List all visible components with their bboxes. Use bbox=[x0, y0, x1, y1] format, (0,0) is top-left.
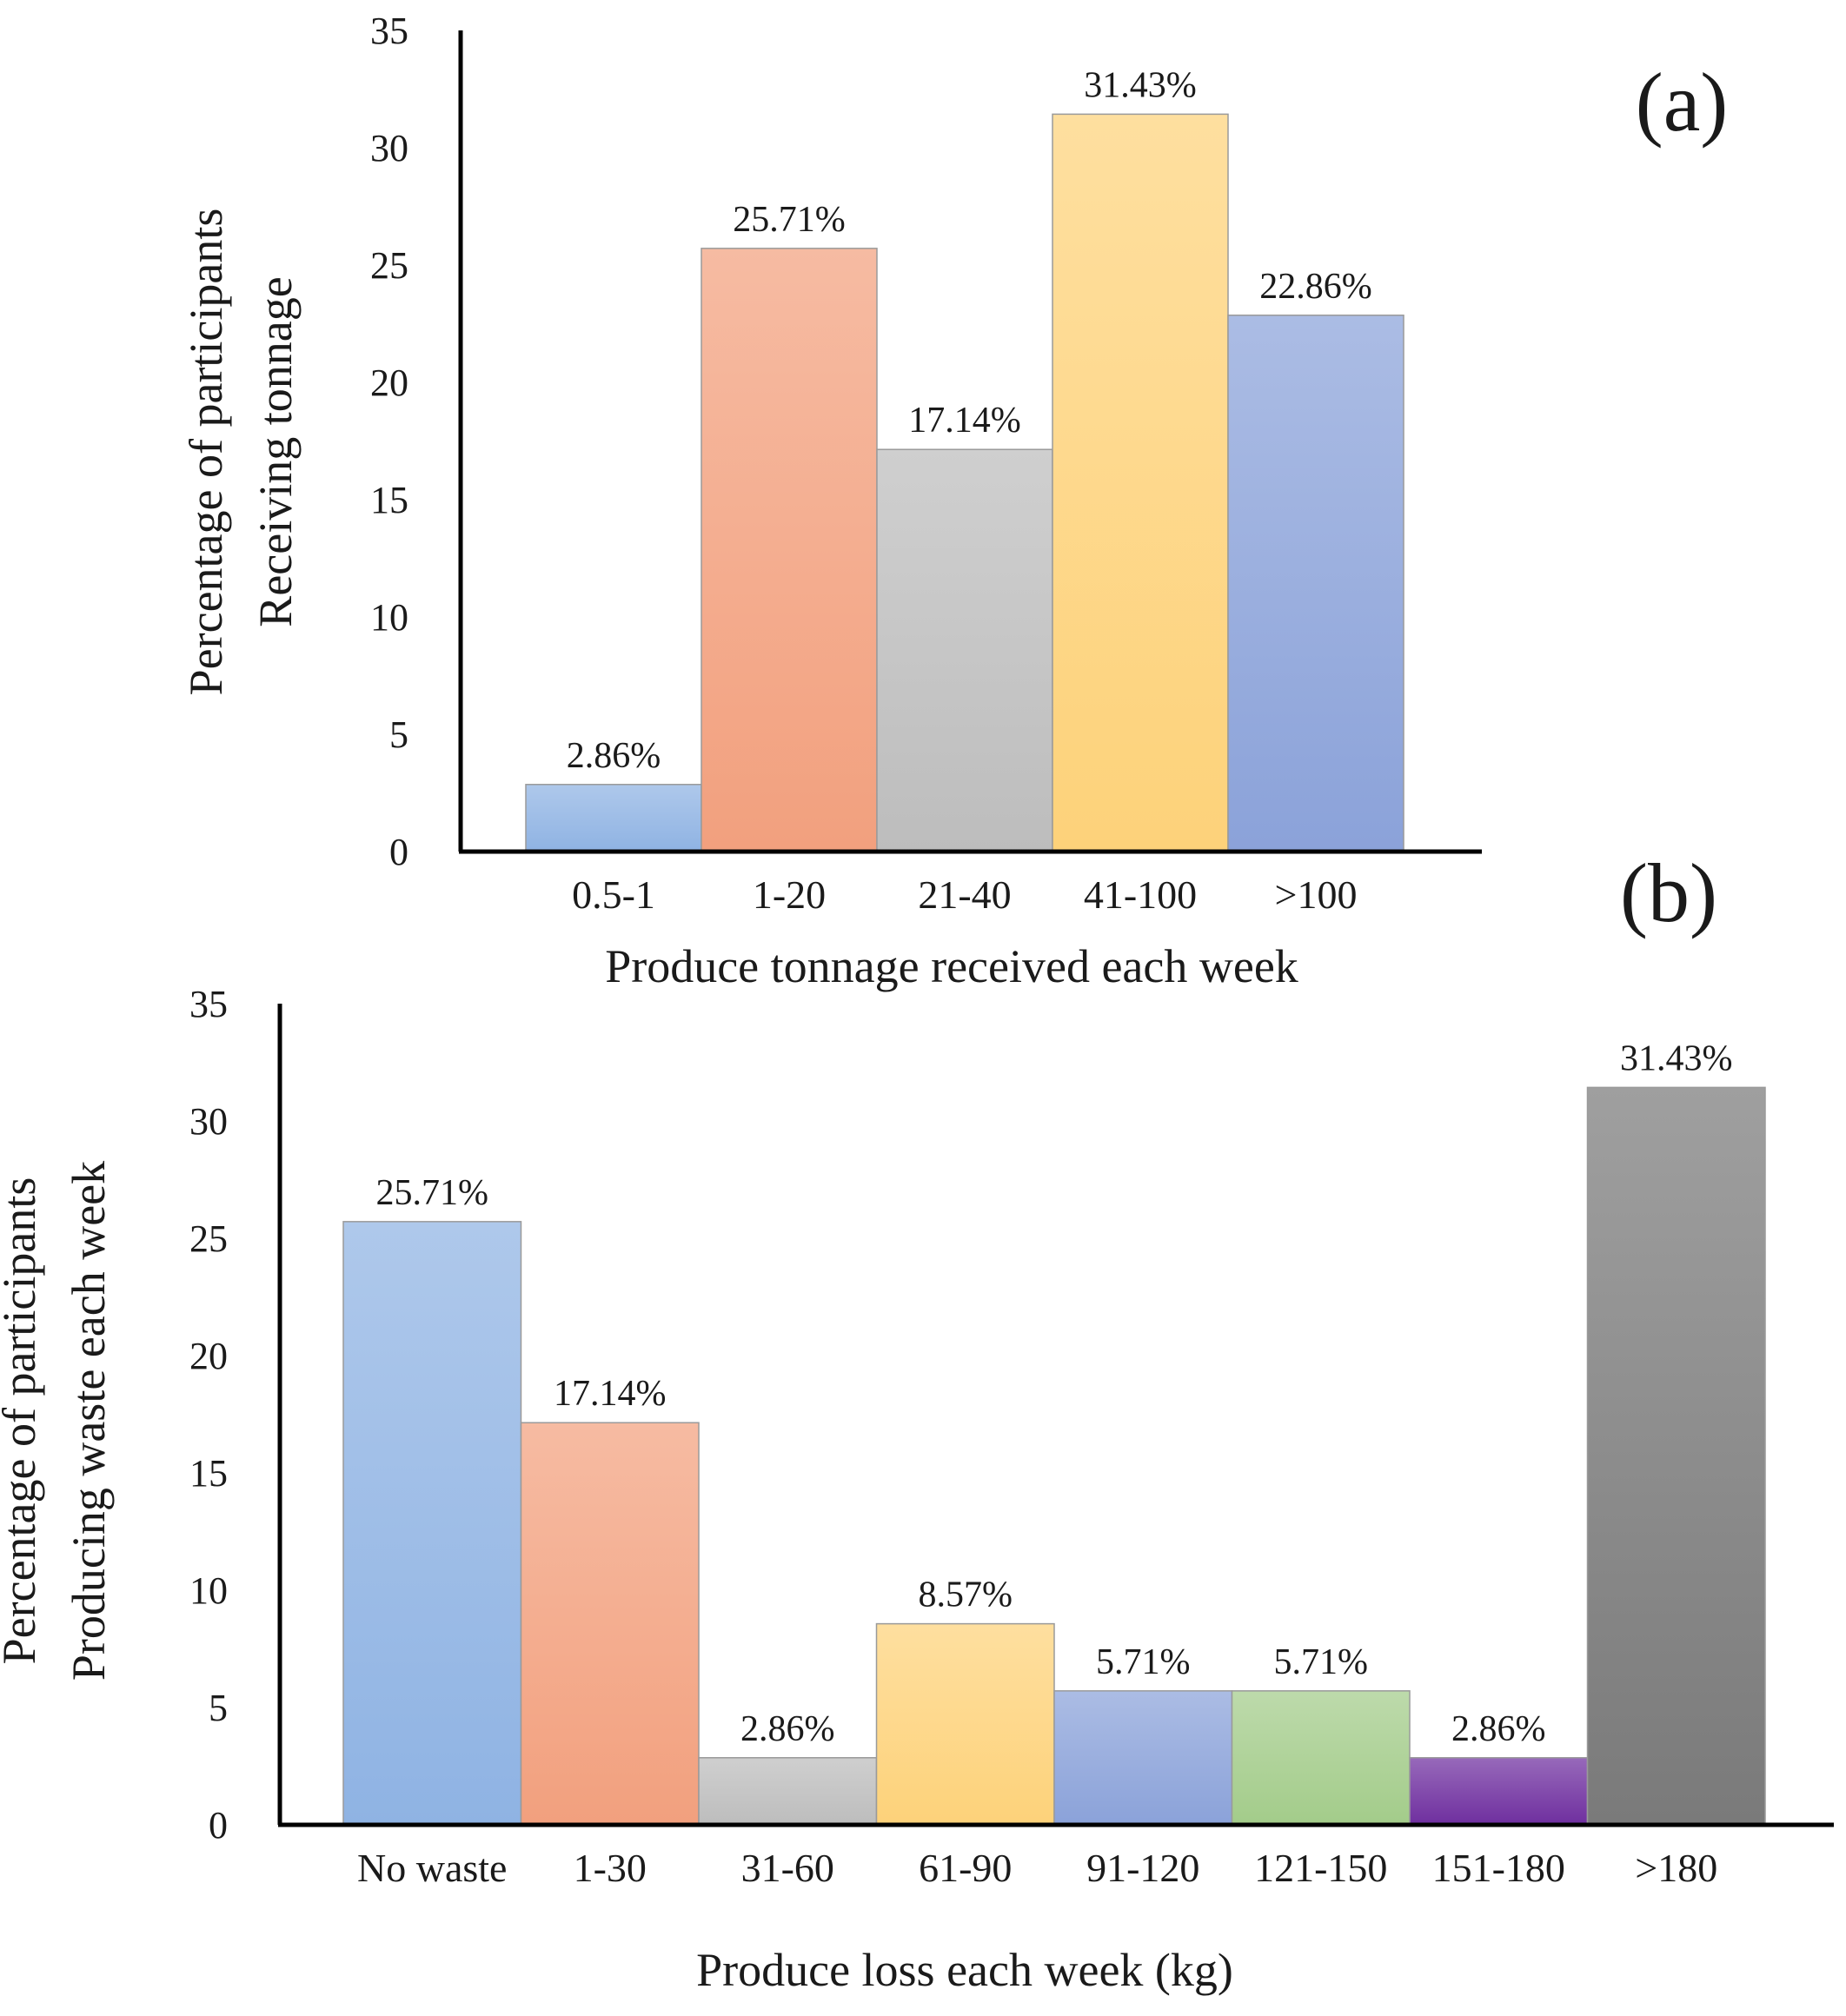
chart-b: 0 5 10 15 20 25 30 35 25.71% No waste 17.14% 1-30 2.… bbox=[0, 846, 1834, 1996]
chart-b-ytick-label: 10 bbox=[189, 1569, 228, 1612]
chart-a-ytick-label: 5 bbox=[389, 713, 408, 756]
chart-b-category-label: 121-150 bbox=[1254, 1846, 1387, 1890]
chart-a-data-label: 25.71% bbox=[733, 200, 846, 240]
chart-a-data-label: 17.14% bbox=[908, 401, 1021, 441]
chart-b-ytick-label: 20 bbox=[189, 1335, 228, 1377]
chart-b-ytick-label: 15 bbox=[189, 1452, 228, 1495]
chart-b-bar bbox=[520, 1422, 700, 1826]
chart-b-data-label: 2.86% bbox=[740, 1709, 835, 1749]
chart-a-data-label: 22.86% bbox=[1259, 267, 1372, 307]
chart-b-category-label: No waste bbox=[357, 1846, 507, 1890]
chart-a-ytick-label: 15 bbox=[370, 479, 408, 521]
chart-b-bar bbox=[875, 1622, 1055, 1826]
chart-a-bar bbox=[525, 784, 702, 852]
chart-b-bar bbox=[342, 1221, 522, 1826]
chart-b-bar bbox=[1409, 1757, 1589, 1826]
chart-b-data-label: 5.71% bbox=[1096, 1642, 1191, 1682]
chart-a-category-label: >100 bbox=[1275, 872, 1358, 917]
chart-a-category-label: 41-100 bbox=[1084, 872, 1197, 917]
chart-b-bar bbox=[1053, 1690, 1233, 1826]
chart-a-category-label: 21-40 bbox=[918, 872, 1011, 917]
chart-b-category-label: 31-60 bbox=[741, 1846, 834, 1890]
chart-a: 0 5 10 15 20 25 30 35 2.86% 0.5-1 25.71% 1-20 17.14%… bbox=[180, 10, 1728, 992]
chart-a-panel-label: (a) bbox=[1636, 56, 1729, 149]
chart-b-x-axis-title: Produce loss each week (kg) bbox=[696, 1944, 1233, 1996]
chart-a-ytick-label: 35 bbox=[370, 10, 408, 52]
chart-a-bar bbox=[1052, 113, 1229, 852]
chart-a-y-axis-title: Percentage of participants bbox=[180, 209, 232, 696]
chart-b-data-label: 2.86% bbox=[1451, 1709, 1546, 1749]
chart-b-bar bbox=[698, 1757, 878, 1826]
chart-a-category-label: 0.5-1 bbox=[572, 872, 655, 917]
chart-b-data-label: 5.71% bbox=[1274, 1642, 1369, 1682]
chart-a-data-label: 2.86% bbox=[567, 736, 661, 776]
chart-b-ytick-label: 5 bbox=[209, 1687, 228, 1729]
chart-b-bar bbox=[1231, 1690, 1411, 1826]
chart-b-ytick-label: 25 bbox=[189, 1217, 228, 1260]
chart-b-data-label: 25.71% bbox=[376, 1173, 489, 1213]
chart-a-category-label: 1-20 bbox=[753, 872, 826, 917]
chart-b-panel-label: (b) bbox=[1620, 846, 1717, 939]
chart-b-category-label: 1-30 bbox=[574, 1846, 647, 1890]
chart-a-y-axis-title: Receiving tonnage bbox=[249, 276, 302, 627]
chart-a-bar bbox=[876, 448, 1053, 852]
chart-a-x-axis-title: Produce tonnage received each week bbox=[605, 940, 1298, 992]
chart-b-ytick-label: 35 bbox=[189, 983, 228, 1025]
chart-b-bar bbox=[1586, 1086, 1766, 1826]
chart-a-ytick-label: 10 bbox=[370, 596, 408, 639]
chart-b-data-label: 17.14% bbox=[554, 1374, 667, 1414]
chart-b-y-axis-title: Percentage of participants bbox=[0, 1177, 45, 1665]
chart-a-ytick-label: 0 bbox=[389, 831, 408, 873]
chart-b-data-label: 31.43% bbox=[1620, 1038, 1733, 1078]
chart-a-bar bbox=[701, 248, 878, 852]
chart-a-ytick-label: 20 bbox=[370, 361, 408, 404]
chart-b-data-label: 8.57% bbox=[919, 1575, 1013, 1615]
chart-a-data-label: 31.43% bbox=[1084, 65, 1197, 105]
chart-b-category-label: 91-120 bbox=[1086, 1846, 1199, 1890]
chart-a-ytick-label: 30 bbox=[370, 127, 408, 169]
chart-a-bar bbox=[1227, 315, 1404, 852]
chart-b-category-label: >180 bbox=[1635, 1846, 1717, 1890]
chart-b-ytick-label: 30 bbox=[189, 1100, 228, 1143]
chart-a-ytick-label: 25 bbox=[370, 244, 408, 287]
chart-b-category-label: 61-90 bbox=[919, 1846, 1012, 1890]
chart-b-ytick-label: 0 bbox=[209, 1804, 228, 1847]
chart-b-y-axis-title: Producing waste each week bbox=[63, 1161, 115, 1681]
chart-b-category-label: 151-180 bbox=[1432, 1846, 1565, 1890]
